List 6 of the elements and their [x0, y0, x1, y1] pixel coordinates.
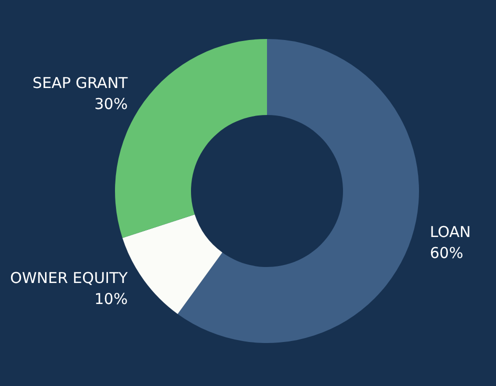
slice-label: SEAP GRANT — [32, 74, 129, 92]
data-label: 10% — [94, 290, 128, 308]
slice-label: OWNER EQUITY — [10, 269, 129, 288]
data-label: 60% — [430, 244, 464, 262]
slice-label: LOAN — [430, 222, 471, 241]
data-label: 30% — [94, 94, 128, 113]
